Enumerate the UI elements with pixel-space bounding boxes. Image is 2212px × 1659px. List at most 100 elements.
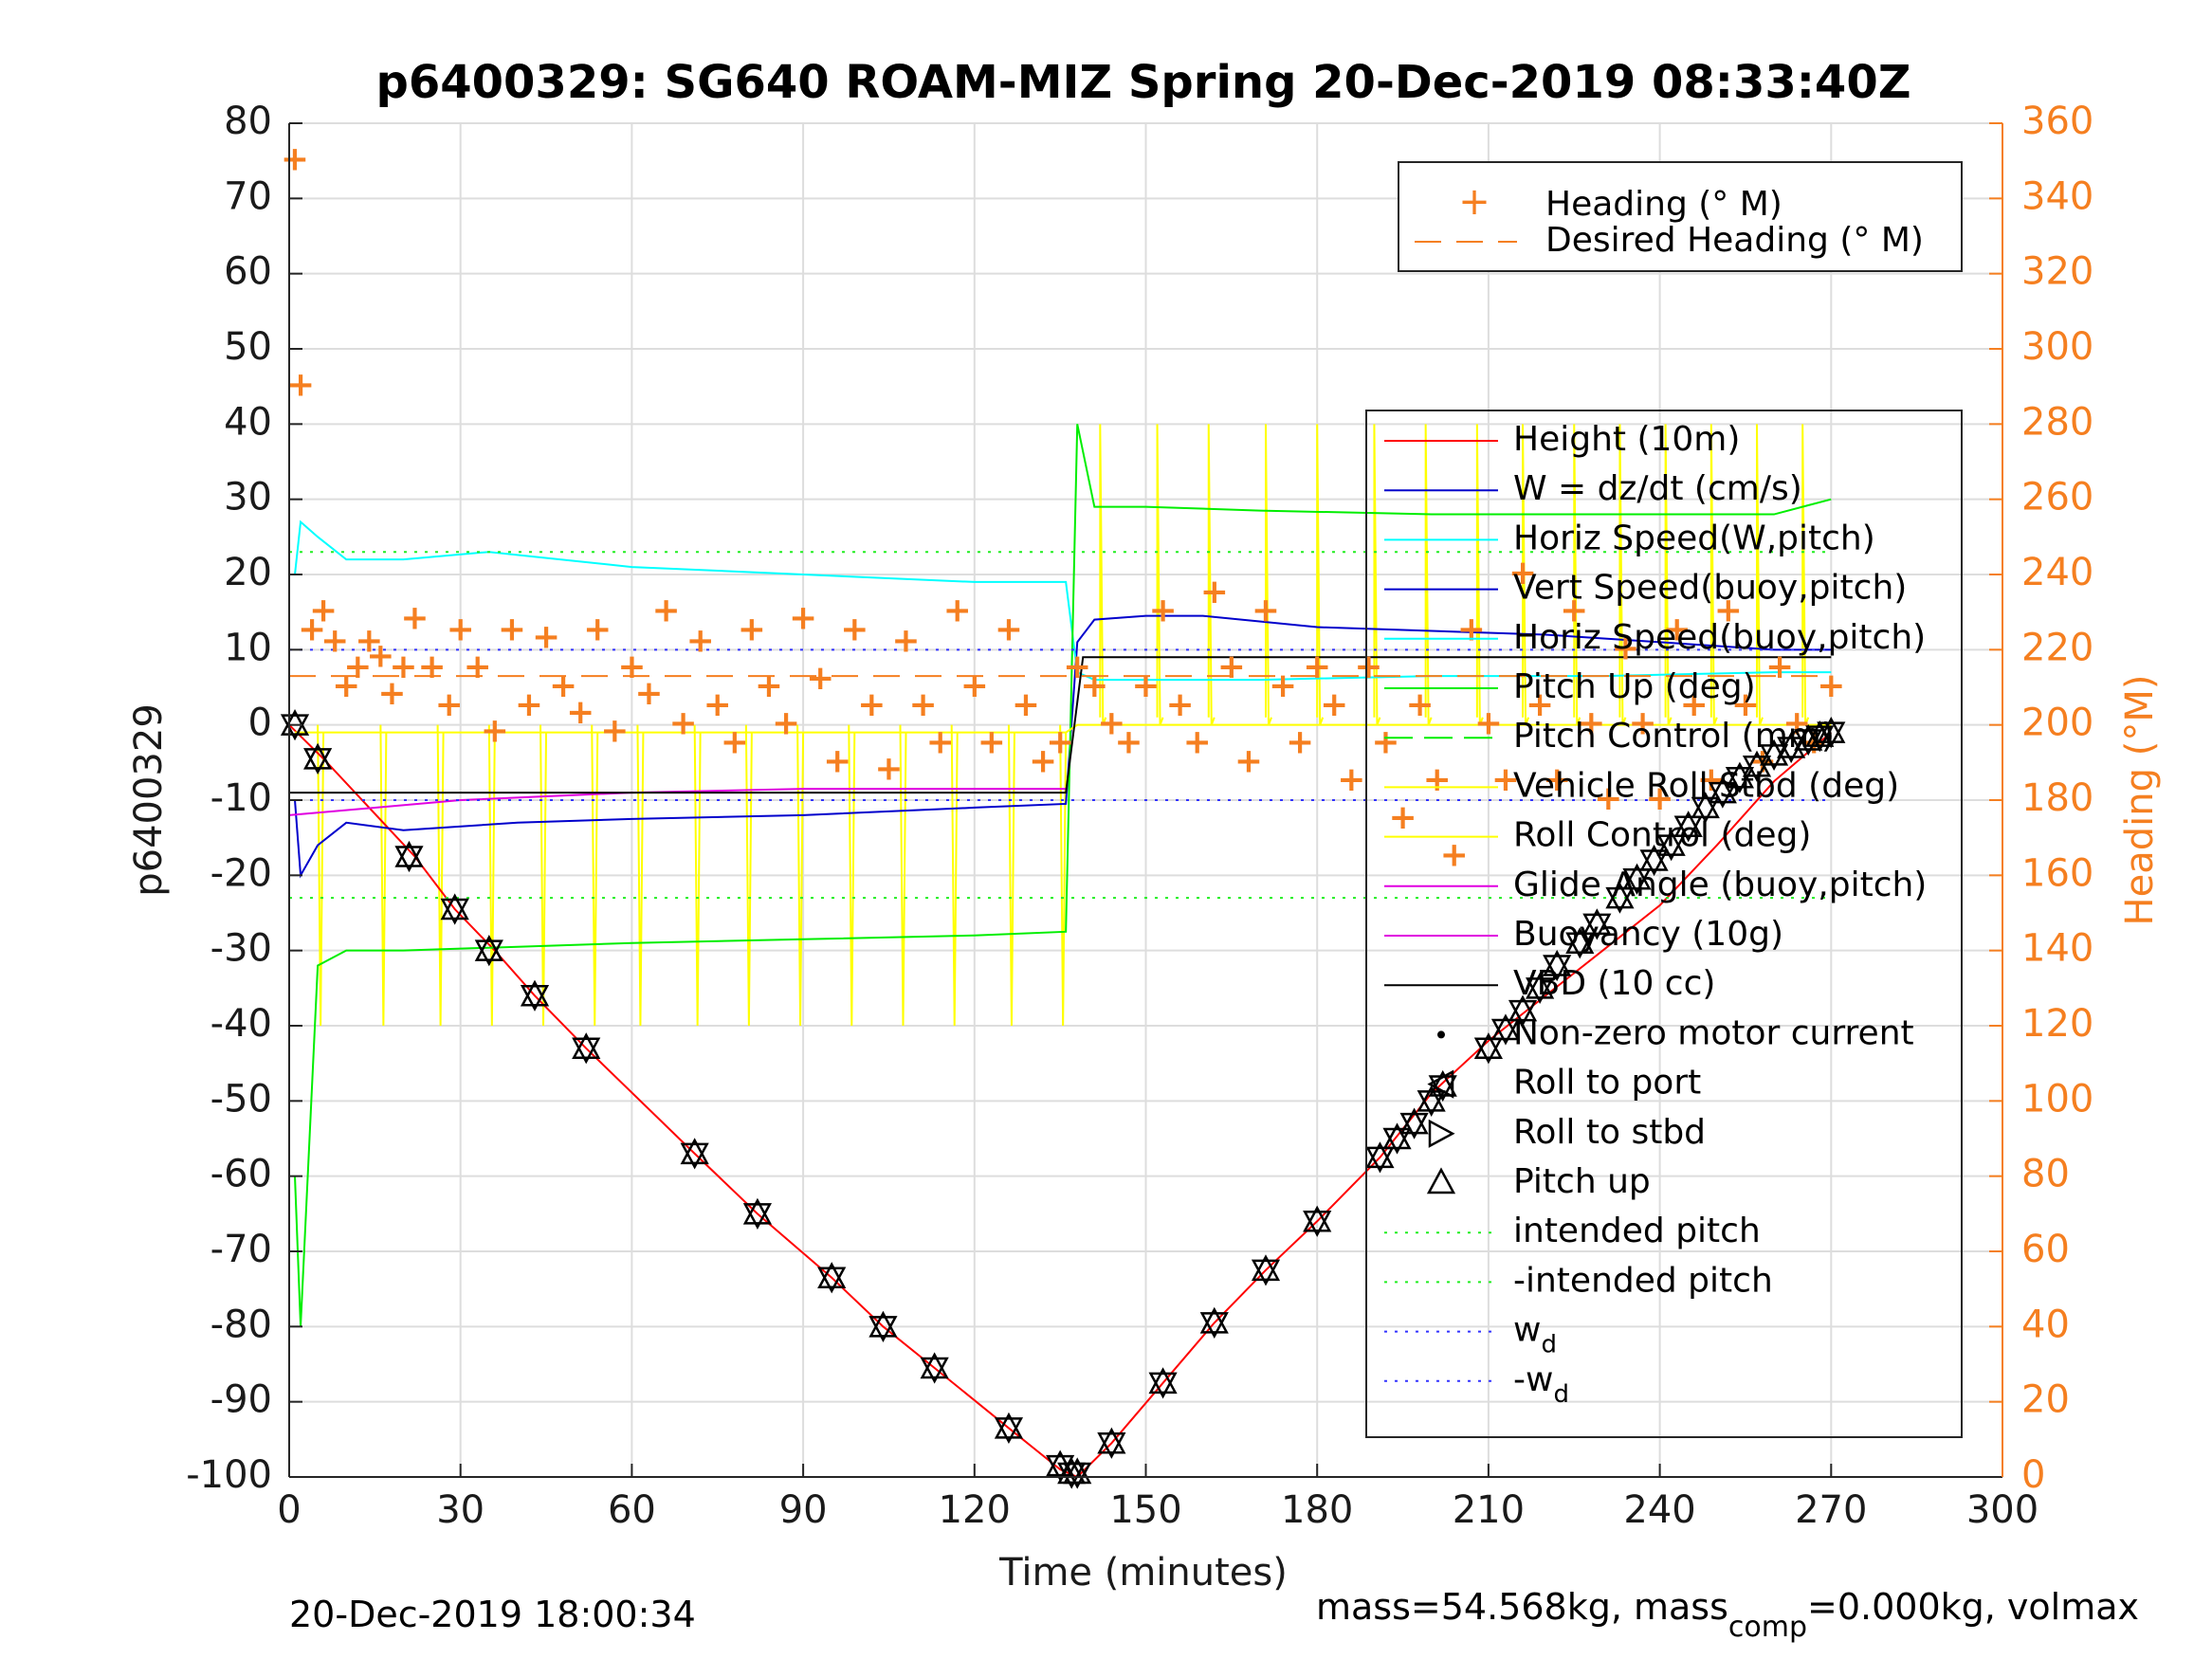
pitch-up-marker — [1473, 1032, 1503, 1060]
roll-marker — [1490, 1018, 1521, 1046]
pitch-up-marker — [1691, 792, 1720, 819]
y-tick-label: -90 — [210, 1378, 272, 1422]
y-tick-label: 80 — [224, 100, 272, 143]
y-tick-label: -40 — [210, 1002, 272, 1046]
y2-tick-label: 120 — [2021, 1002, 2093, 1046]
heading-point: + — [498, 611, 526, 649]
roll-marker — [680, 1142, 709, 1170]
x-tick-label: 120 — [939, 1488, 1011, 1532]
heading-point: + — [1269, 666, 1297, 705]
y-tick-label: -20 — [210, 851, 272, 895]
x-tick-label: 300 — [1966, 1488, 2038, 1532]
heading-point: + — [823, 741, 851, 780]
heading-point: + — [1594, 779, 1622, 818]
y2-tick-label: 0 — [2021, 1453, 2045, 1497]
heading-point: + — [789, 599, 817, 638]
heading-point: + — [1148, 592, 1177, 630]
heading-point: + — [1526, 685, 1554, 724]
heading-point: + — [840, 611, 868, 649]
roll-marker — [1605, 886, 1635, 914]
heading-point: + — [617, 647, 646, 686]
y-tick-label: -30 — [210, 927, 272, 971]
heading-point: + — [1252, 592, 1280, 630]
pitch-up-marker — [1639, 844, 1669, 871]
y-tick-label: -50 — [210, 1077, 272, 1121]
x-tick-label: 270 — [1795, 1488, 1867, 1532]
heading-point: + — [1166, 685, 1195, 724]
heading-point: + — [755, 666, 783, 705]
footer-mass-sub: comp — [1728, 1611, 1807, 1644]
legend-label: Horiz Speed(W,pitch) — [1513, 519, 1875, 557]
heading-point: + — [298, 611, 326, 649]
legend-label: VBD (10 cc) — [1513, 964, 1715, 1003]
heading-point: + — [1234, 741, 1263, 780]
heading-point: + — [320, 621, 349, 660]
roll-marker — [868, 1316, 898, 1342]
y2-tick-label: 300 — [2021, 325, 2093, 369]
y2-tick-label: 340 — [2021, 174, 2093, 218]
heading-point: + — [1371, 723, 1399, 762]
heading-point: + — [1200, 573, 1229, 611]
legend-label: Roll to stbd — [1513, 1113, 1706, 1152]
pitch-up-marker — [440, 893, 469, 921]
roll-marker — [1382, 1127, 1412, 1155]
heading-point: + — [389, 647, 417, 686]
heading-point: + — [772, 704, 800, 743]
roll-marker — [1303, 1211, 1332, 1237]
pitch-up-marker — [1097, 1427, 1126, 1454]
series-line — [295, 723, 1832, 734]
series-line — [288, 788, 1067, 816]
pitch-up-marker — [1565, 927, 1595, 954]
pitch-up-marker — [1365, 1141, 1395, 1169]
heading-point: + — [721, 723, 749, 762]
legend-desired-heading-label: Desired Heading (° M) — [1545, 221, 1924, 260]
pitch-up-marker — [474, 935, 503, 961]
heading-point: + — [1663, 611, 1691, 649]
roll-marker — [1365, 1146, 1395, 1174]
legend-label: Horiz Speed(buoy,pitch) — [1513, 618, 1926, 657]
heading-point: + — [1012, 685, 1040, 724]
pitch-up-marker — [1708, 776, 1737, 804]
heading-point: + — [1560, 592, 1588, 630]
roll-marker — [1708, 781, 1737, 809]
y-tick-label: 60 — [224, 250, 272, 294]
heading-point: + — [600, 712, 629, 751]
heading-point: + — [332, 666, 360, 705]
footer-mass-b: =0.000kg, volmax — [1807, 1586, 2139, 1628]
y2-tick-label: 60 — [2021, 1228, 2070, 1271]
y2-tick-label: 160 — [2021, 851, 2093, 895]
y2-axis-label: Heading (°M) — [2118, 675, 2162, 926]
roll-marker — [1673, 815, 1703, 843]
pitch-up-marker — [1656, 829, 1686, 856]
heading-point: + — [435, 685, 464, 724]
heading-point: + — [1097, 704, 1125, 743]
legend-label: Glide Angle (buoy,pitch) — [1513, 866, 1927, 904]
roll-marker — [1565, 932, 1595, 959]
y-tick-label: 0 — [248, 702, 272, 745]
roll-marker — [1582, 913, 1612, 940]
heading-point: + — [1423, 760, 1452, 799]
heading-point: + — [343, 647, 372, 686]
heading-point: + — [286, 366, 315, 405]
heading-point: + — [1046, 723, 1074, 762]
heading-point: + — [464, 647, 492, 686]
legend-label: Roll to port — [1513, 1064, 1701, 1103]
heading-point: + — [1646, 779, 1674, 818]
legend-label: Pitch Control (mm) — [1513, 717, 1835, 756]
legend-label: Height (10m) — [1513, 420, 1740, 459]
pitch-up-marker — [920, 1352, 949, 1379]
heading-point: + — [806, 659, 834, 698]
heading-point: + — [1080, 666, 1108, 705]
legend-label: Vehicle Roll Stbd (deg) — [1513, 766, 1899, 805]
roll-marker — [474, 939, 503, 967]
heading-point: + — [1474, 704, 1503, 743]
roll-marker — [1508, 999, 1538, 1027]
heading-point: + — [1577, 704, 1605, 743]
roll-marker — [1639, 849, 1669, 877]
y-tick-label: 50 — [224, 325, 272, 369]
footer-mass: mass=54.568kg, masscomp=0.000kg, volmax — [1316, 1586, 2139, 1644]
roll-marker — [1063, 1462, 1092, 1489]
legend-label: Roll Control (deg) — [1513, 816, 1811, 855]
heading-point: + — [960, 666, 989, 705]
pitch-up-marker — [1251, 1254, 1281, 1282]
